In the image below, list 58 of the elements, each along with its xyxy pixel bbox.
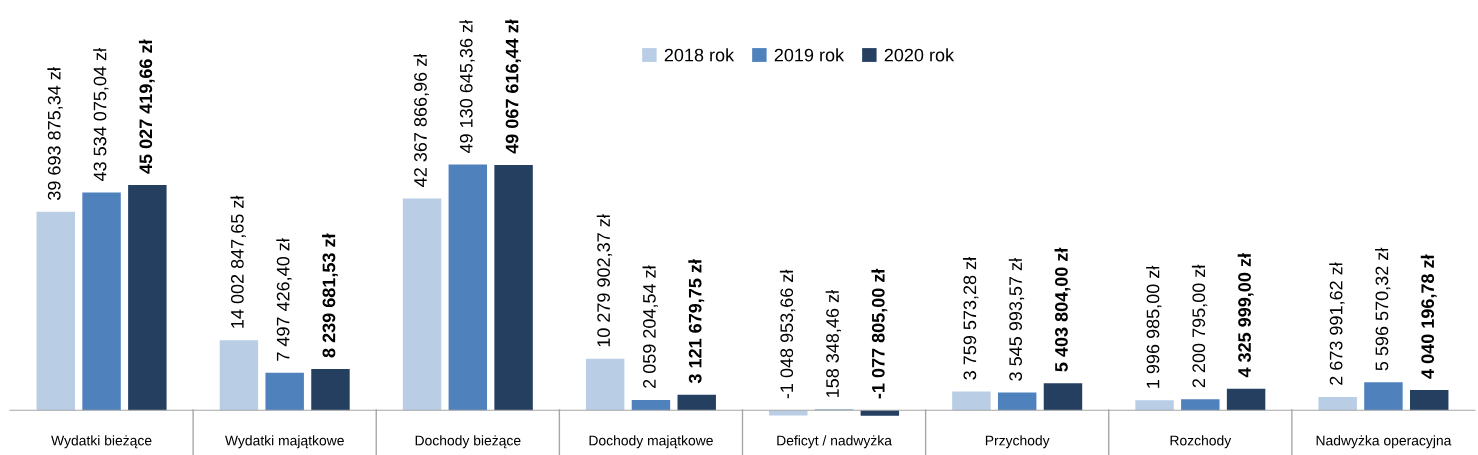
bar — [448, 164, 488, 411]
x-tick-label: Rozchody — [1170, 435, 1232, 449]
data-label: 3 759 573,28 zł — [962, 256, 979, 380]
data-label: 49 067 616,44 zł — [505, 19, 522, 154]
data-label: 39 693 875,34 zł — [47, 67, 63, 200]
legend-label: 2019 rok — [774, 48, 845, 62]
bar — [1135, 400, 1174, 411]
data-label: 2 059 204,54 zł — [642, 265, 658, 388]
data-label: 3 545 993,57 zł — [1008, 258, 1025, 381]
x-tick-label: Wydatki majątkowe — [224, 435, 344, 449]
data-label: 2 200 795,00 zł — [1191, 264, 1208, 388]
bar — [860, 410, 900, 416]
bar — [997, 392, 1037, 411]
data-label: 4 325 999,00 zł — [1237, 253, 1254, 378]
bar — [36, 211, 76, 411]
x-tick-label: Nadwyżka operacyjna — [1316, 435, 1452, 449]
bar — [585, 358, 625, 411]
data-label: 3 121 679,75 zł — [688, 259, 705, 384]
bar — [1226, 388, 1266, 411]
data-label: 14 002 847,65 zł — [230, 195, 246, 328]
x-tick-label: Dochody bieżące — [415, 435, 521, 449]
bar — [952, 391, 991, 411]
data-label: 1 996 985,00 zł — [1146, 265, 1162, 388]
x-tick-label: Dochody majątkowe — [589, 435, 713, 449]
legend-label: 2020 rok — [884, 48, 955, 62]
data-label: 8 239 681,53 zł — [322, 233, 338, 358]
bar — [311, 369, 350, 411]
bar — [128, 185, 167, 411]
bar — [402, 198, 442, 411]
data-label: 45 027 419,66 zł — [138, 39, 155, 174]
bar — [1364, 382, 1403, 411]
data-label: 4 040 196,78 zł — [1420, 254, 1437, 379]
data-label: 10 279 902,37 zł — [596, 214, 613, 347]
data-label: -1 048 953,66 zł — [779, 269, 796, 399]
bar — [631, 399, 671, 411]
legend-label: 2018 rok — [664, 48, 735, 62]
data-label: 43 534 075,04 zł — [93, 48, 109, 182]
bar — [677, 394, 716, 411]
bar — [769, 410, 808, 416]
data-label: 42 367 866,96 zł — [413, 53, 430, 187]
bar — [1318, 396, 1357, 411]
bar — [494, 164, 533, 411]
x-tick-label: Przychody — [985, 435, 1050, 449]
bar — [265, 372, 304, 411]
bar — [1409, 390, 1449, 411]
data-label: 5 403 804,00 zł — [1054, 247, 1071, 372]
data-label: 158 348,46 zł — [825, 290, 842, 397]
x-tick-label: Deficyt / nadwyżka — [777, 435, 892, 449]
data-label: -1 077 805,00 zł — [871, 268, 888, 399]
x-tick-label: Wydatki bieżące — [51, 435, 152, 449]
bar — [219, 340, 259, 411]
bar — [1043, 383, 1083, 411]
data-label: 5 596 570,32 zł — [1375, 247, 1391, 371]
data-label: 2 673 991,62 zł — [1329, 262, 1345, 385]
bar — [1181, 399, 1220, 411]
data-label: 7 497 426,40 zł — [276, 238, 292, 361]
data-label: 49 130 645,36 zł — [459, 20, 475, 154]
bar — [82, 192, 121, 411]
